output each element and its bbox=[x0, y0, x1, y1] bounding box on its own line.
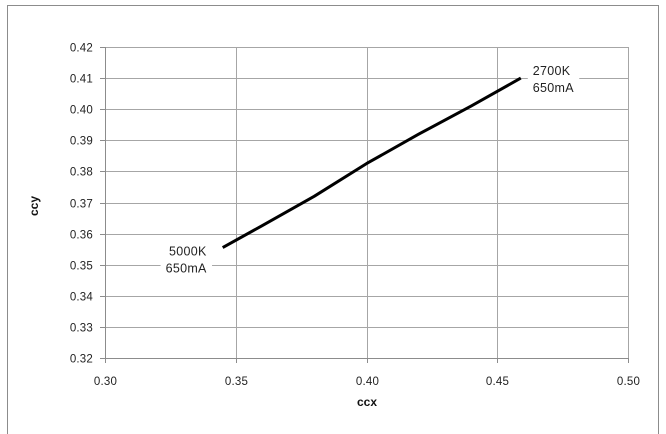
annotation-text: 5000K bbox=[169, 245, 207, 259]
annotation-text: 650mA bbox=[166, 262, 207, 276]
y-tick-label: 0.32 bbox=[70, 354, 93, 366]
x-tick-label: 0.50 bbox=[617, 376, 640, 388]
series-line bbox=[221, 76, 522, 249]
x-tick-label: 0.30 bbox=[94, 376, 117, 388]
series-layer bbox=[221, 76, 522, 249]
y-tick-label: 0.36 bbox=[70, 230, 93, 242]
y-tick-label: 0.34 bbox=[70, 292, 94, 304]
annotation-background bbox=[527, 61, 580, 99]
annotation-label: 2700K 650mA bbox=[527, 61, 580, 99]
y-tick-label: 0.39 bbox=[70, 136, 93, 148]
x-tick-label: 0.35 bbox=[225, 376, 248, 388]
x-axis-title: ccx bbox=[357, 395, 377, 409]
x-tick-label: 0.40 bbox=[356, 376, 379, 388]
y-tick-label: 0.38 bbox=[70, 167, 93, 179]
annotation-label: 5000K 650mA bbox=[160, 241, 213, 279]
annotation-text: 650mA bbox=[533, 81, 574, 95]
x-tick-label: 0.45 bbox=[486, 376, 509, 388]
annotation-background bbox=[160, 241, 213, 279]
annotation-text: 2700K bbox=[533, 64, 571, 78]
chart-frame bbox=[7, 5, 659, 434]
y-tick-label: 0.33 bbox=[70, 323, 93, 335]
y-tick-label: 0.41 bbox=[70, 74, 93, 86]
axes bbox=[100, 47, 629, 363]
y-tick-label: 0.37 bbox=[70, 199, 93, 211]
y-tick-label: 0.42 bbox=[70, 43, 93, 55]
y-tick-label: 0.40 bbox=[70, 105, 93, 117]
y-tick-label: 0.35 bbox=[70, 261, 93, 273]
tick-labels: 0.32 0.33 0.34 0.35 0.36 0.37 0.38 0.39 0.40 0.41… bbox=[70, 43, 640, 389]
annotations-layer: 5000K 650mA 2700K 650mA bbox=[160, 61, 580, 279]
y-axis-title: ccy bbox=[27, 196, 41, 216]
